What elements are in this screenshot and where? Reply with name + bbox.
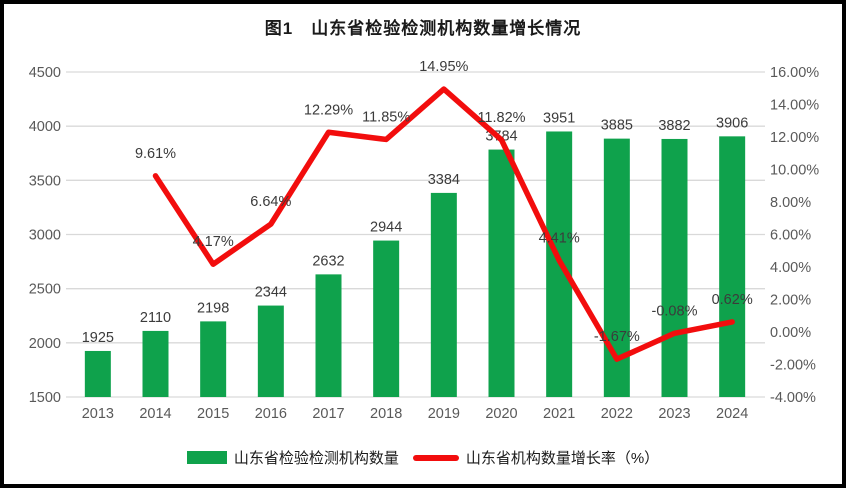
x-axis-label: 2020 [485,406,517,422]
line-value-label: 0.62% [712,292,753,308]
bar-2013 [84,350,111,397]
chart-title: 图1 山东省检验检测机构数量增长情况 [264,19,582,38]
left-axis-tick: 2000 [29,336,61,352]
x-axis-label: 2018 [370,406,402,422]
bar-2014 [142,330,169,397]
bar-2016 [257,305,284,397]
right-axis-tick: -2.00% [770,358,816,374]
right-axis-tick: 16.00% [770,65,819,81]
right-axis-tick: 2.00% [770,293,811,309]
bar-2019 [430,192,457,397]
left-axis-tick: 3500 [29,173,61,189]
x-axis-label: 2017 [312,406,344,422]
left-axis-tick: 4500 [29,65,61,81]
legend-line-label: 山东省机构数量增长率（%） [465,450,660,467]
left-axis-tick: 3000 [29,228,61,244]
bar-value-label: 3951 [543,110,575,126]
x-axis-label: 2015 [197,406,229,422]
line-value-label: 14.95% [419,59,468,75]
bar-2015 [200,321,227,397]
line-value-label: 11.85% [362,109,410,125]
bar-value-label: 3384 [428,172,460,188]
x-axis-label: 2019 [428,406,460,422]
right-axis-tick: 10.00% [770,163,819,179]
bar-value-label: 2110 [140,310,171,326]
right-axis-tick: 6.00% [770,228,811,244]
line-value-label: 9.61% [135,146,176,162]
line-value-label: 12.29% [304,102,353,118]
bar-2020 [488,149,515,397]
x-axis-label: 2022 [601,406,633,422]
line-value-label: 4.17% [193,234,234,250]
right-axis-tick: 12.00% [770,130,819,146]
x-axis-label: 2014 [139,406,171,422]
x-axis-label: 2021 [543,406,575,422]
right-axis-tick: 8.00% [770,195,811,211]
line-value-label: -1.67% [594,329,640,345]
x-axis-label: 2013 [82,406,114,422]
left-axis-tick: 1500 [29,390,61,406]
x-axis-label: 2024 [716,406,748,422]
legend-bar-swatch [186,451,227,464]
growth-rate-line [152,86,735,362]
bar-2023 [661,138,688,397]
legend-bar-label: 山东省检验检测机构数量 [233,450,399,467]
bar-2018 [373,240,400,397]
bar-value-label: 2632 [312,253,344,269]
bar-value-label: 2344 [255,285,287,301]
left-axis-tick: 2500 [29,282,61,298]
right-axis-tick: 14.00% [770,98,819,114]
bar-2017 [315,274,342,397]
legend-line-swatch [412,454,459,461]
bar-2024 [719,136,746,397]
line-value-label: 11.82% [477,110,525,126]
x-axis-label: 2016 [255,406,287,422]
bar-value-label: 2944 [370,220,402,236]
chart-legend: 山东省检验检测机构数量 山东省机构数量增长率（%） [4,447,842,468]
left-axis-tick: 4000 [29,119,61,135]
right-axis-tick: 4.00% [770,260,811,276]
line-value-label: -0.08% [652,303,698,319]
bar-value-label: 3882 [658,118,690,134]
right-axis-tick: 0.00% [770,325,811,341]
bar-value-label: 2198 [197,300,229,316]
right-axis-tick: -4.00% [770,390,816,406]
bar-value-label: 3906 [716,115,748,131]
line-value-label: 4.41% [539,230,580,246]
combo-chart-canvas: 4500 4000 3500 3000 2500 2000 1500 16.00% 14.00%… [29,59,820,422]
bar-value-label: 1925 [82,330,114,346]
x-axis-label: 2023 [658,406,690,422]
line-value-label: 6.64% [250,194,291,210]
bar-value-label: 3885 [601,118,633,134]
